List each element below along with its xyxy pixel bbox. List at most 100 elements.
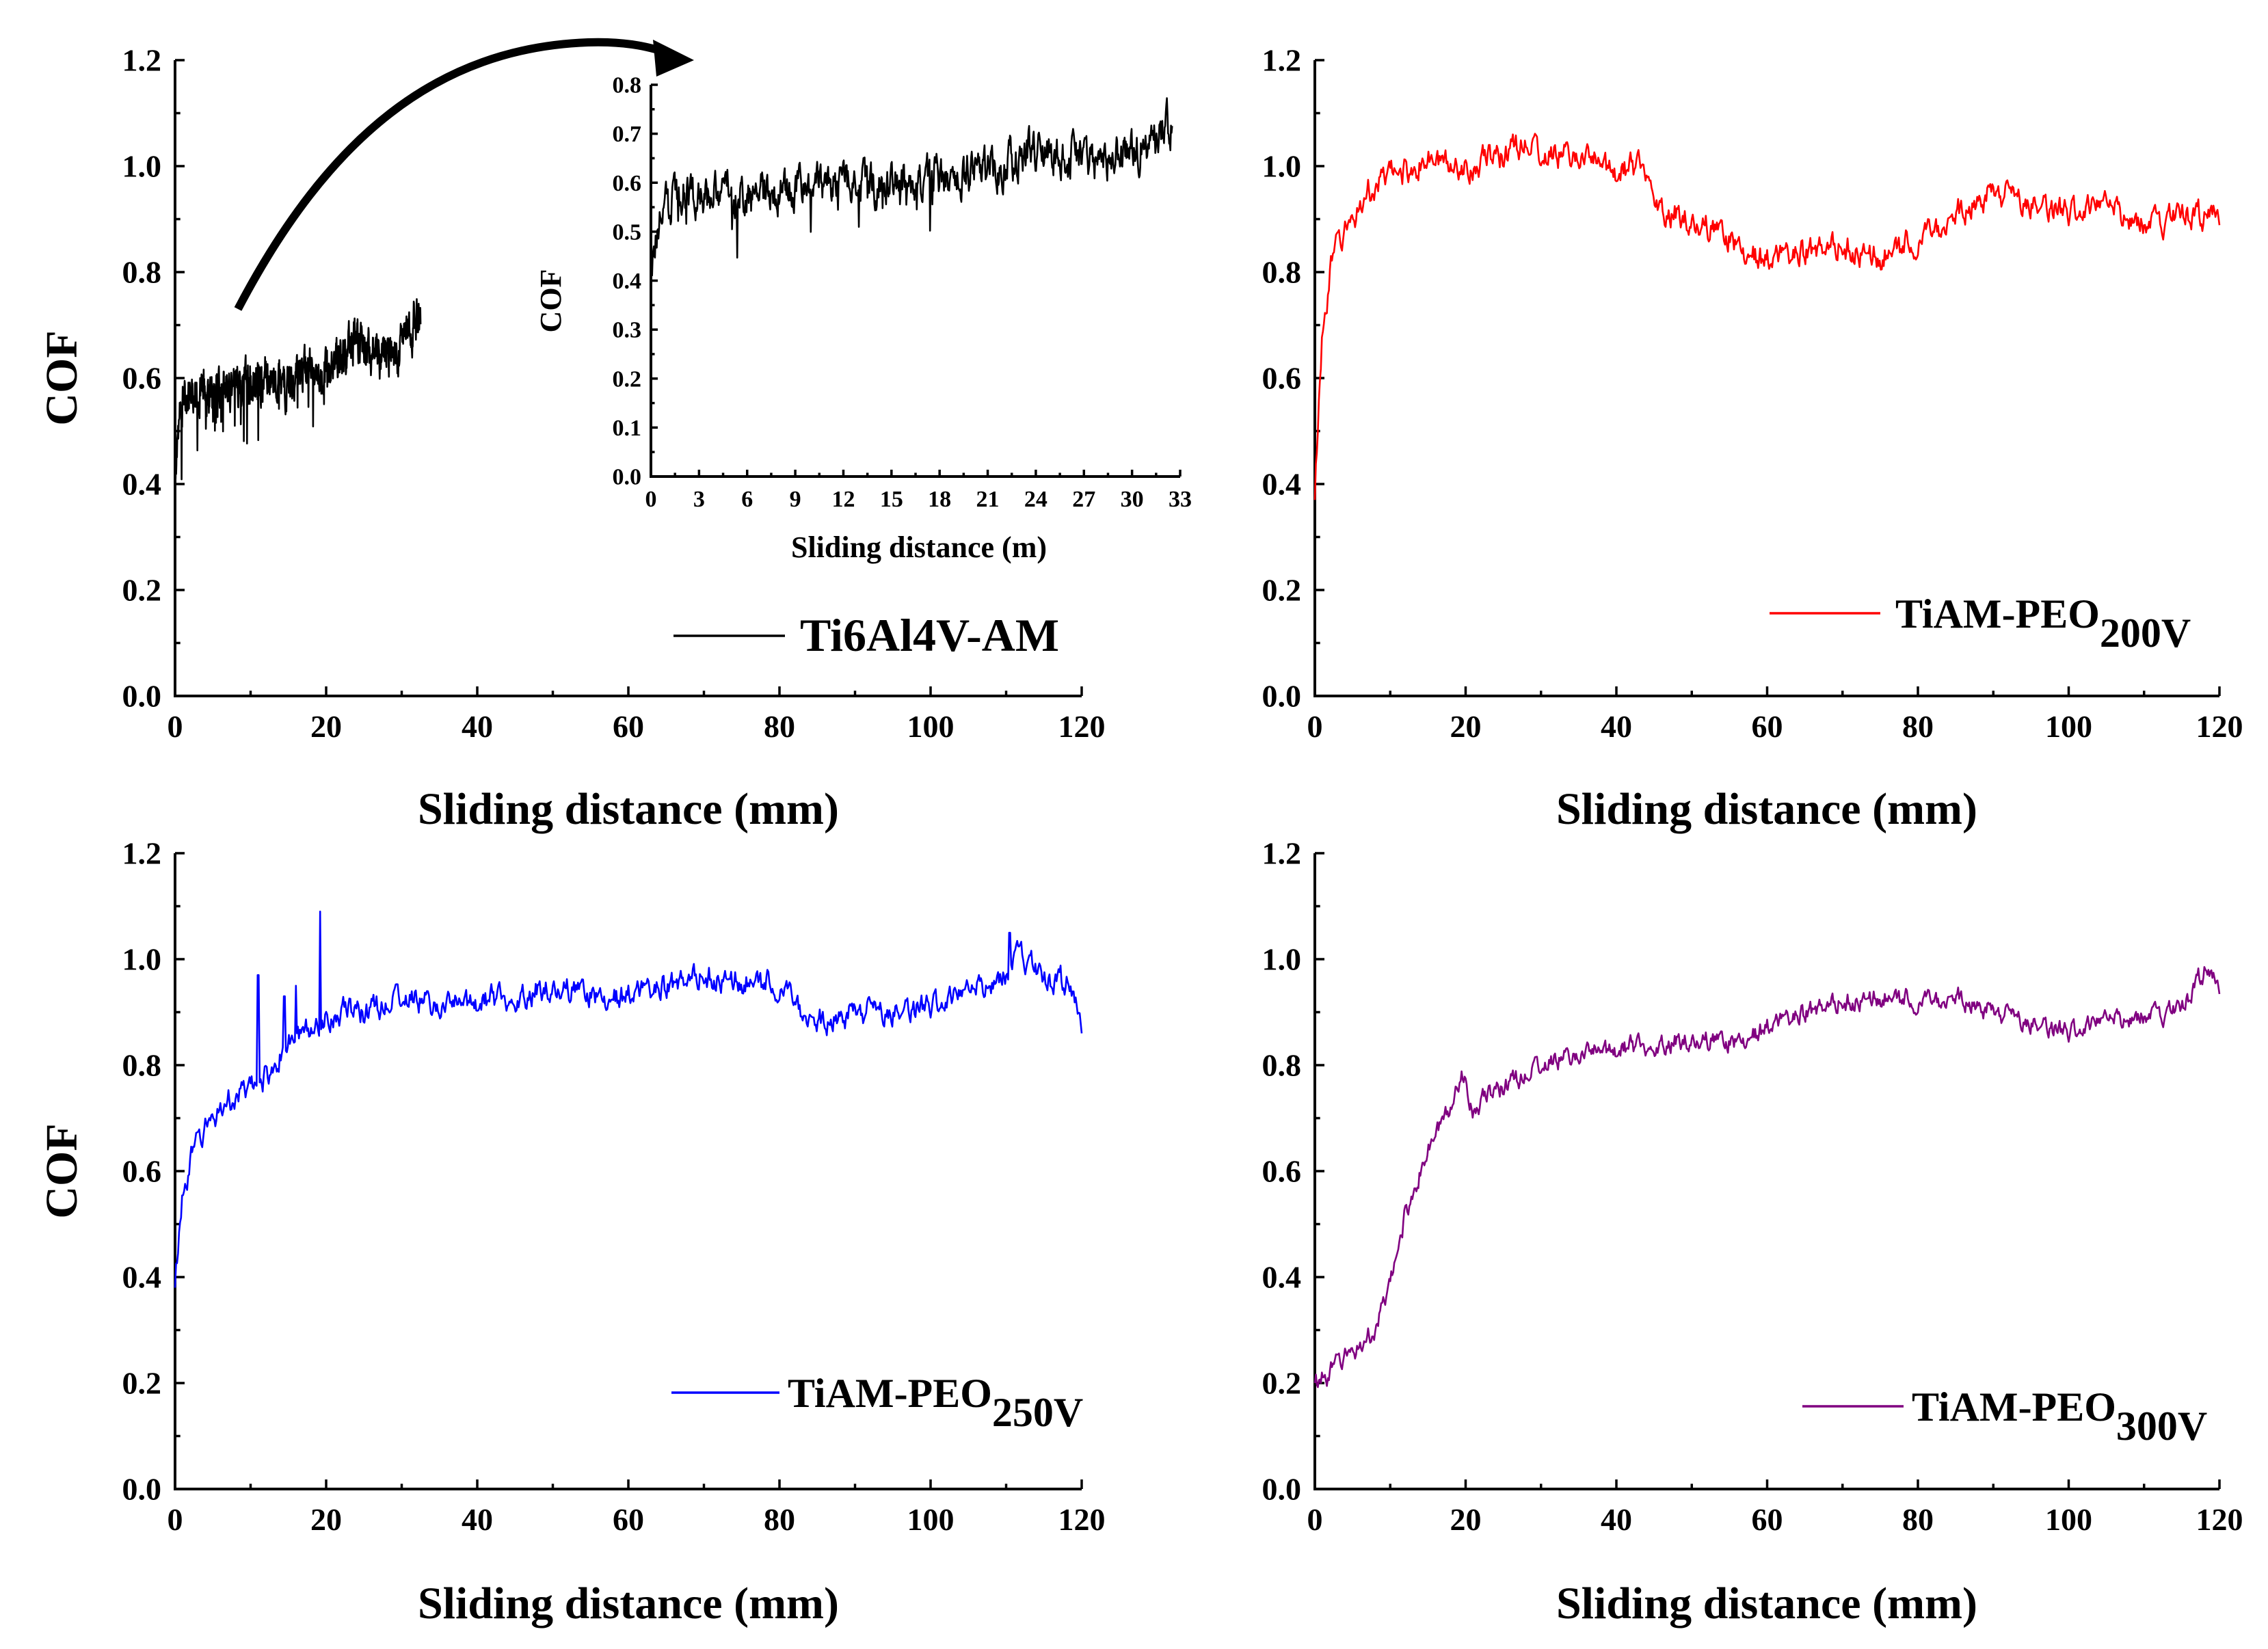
y-tick-label: 0.4: [122, 1260, 162, 1295]
x-tick-label: 60: [1752, 1502, 1783, 1537]
x-tick-label: 60: [613, 709, 644, 744]
x-tick-label: 80: [764, 1502, 795, 1537]
x-tick-label: 40: [1601, 1502, 1632, 1537]
x-tick-label: 40: [462, 709, 493, 744]
x-tick-label: 0: [1307, 1502, 1323, 1537]
x-axis-title: Sliding distance (mm): [1556, 1579, 1977, 1628]
x-tick-label: 20: [310, 709, 342, 744]
y-tick-label: 0.6: [122, 361, 162, 396]
y-tick-label: 0.8: [613, 73, 642, 98]
x-tick-label: 0: [1307, 709, 1323, 744]
x-tick-label: 80: [1902, 1502, 1934, 1537]
legend-label: TiAM-PEO200V: [1895, 591, 2191, 656]
x-ticks: 0 20 40 60 80 100 120: [1307, 686, 2243, 744]
x-tick-label: 18: [928, 487, 951, 512]
y-tick-label: 0.6: [1262, 361, 1302, 396]
x-tick-label: 20: [1450, 1502, 1482, 1537]
x-tick-label: 40: [1601, 709, 1632, 744]
y-tick-label: 1.0: [1262, 942, 1302, 977]
x-tick-label: 12: [831, 487, 855, 512]
x-tick-label: 100: [907, 1502, 955, 1537]
x-tick-label: 40: [462, 1502, 493, 1537]
y-tick-label: 1.2: [122, 836, 162, 871]
y-tick-label: 0.4: [1262, 1260, 1302, 1295]
x-tick-label: 20: [310, 1502, 342, 1537]
y-tick-label: 1.2: [1262, 43, 1302, 78]
x-axis-title: Sliding distance (mm): [418, 1579, 839, 1628]
y-tick-label: 1.0: [122, 149, 162, 184]
x-tick-label: 60: [1752, 709, 1783, 744]
y-ticks: 0.0 0.2 0.4 0.6 0.8 1.0 1.2: [1262, 43, 1324, 714]
y-tick-label: 0.2: [1262, 1366, 1302, 1401]
x-tick-label: 15: [880, 487, 903, 512]
y-tick-label: 0.2: [613, 366, 642, 392]
panel-peo300: 0.0 0.2 0.4 0.6 0.8 1.0 1.2 0 20 40 60 80 100 120 Sl…: [1262, 836, 2243, 1628]
y-tick-label: 0.2: [122, 573, 162, 608]
y-tick-label: 0.1: [613, 416, 642, 441]
x-axis-title: Sliding distance (mm): [418, 784, 839, 834]
series-line-ti6al4v: [174, 298, 422, 485]
x-tick-label: 9: [790, 487, 801, 512]
x-tick-label: 120: [1058, 1502, 1106, 1537]
zoom-arrow: [234, 38, 675, 311]
series-line-peo200: [1313, 133, 2221, 500]
y-tick-label: 1.0: [1262, 149, 1302, 184]
y-axis-title: COF: [37, 330, 87, 425]
x-tick-label: 80: [764, 709, 795, 744]
y-tick-label: 0.4: [1262, 467, 1302, 502]
inset-y-axis-title: COF: [534, 269, 568, 333]
x-tick-label: 80: [1902, 709, 1934, 744]
y-tick-label: 0.0: [1262, 1472, 1302, 1507]
x-tick-label: 120: [2196, 1502, 2243, 1537]
y-tick-label: 0.2: [122, 1366, 162, 1401]
y-tick-label: 0.8: [1262, 255, 1302, 290]
x-tick-label: 0: [645, 487, 657, 512]
inset-axis-frame: [650, 85, 1180, 478]
series-line-peo250: [174, 911, 1083, 1288]
x-tick-label: 21: [976, 487, 1000, 512]
y-tick-label: 0.2: [1262, 573, 1302, 608]
panel-peo250: 0.0 0.2 0.4 0.6 0.8 1.0 1.2 0 20 40 60 80 100 120 Sl…: [37, 836, 1106, 1628]
x-tick-label: 30: [1121, 487, 1144, 512]
y-tick-label: 0.6: [613, 171, 642, 196]
x-ticks: 0 20 40 60 80 100 120: [1307, 1479, 2243, 1537]
x-tick-label: 0: [168, 1502, 183, 1537]
y-tick-label: 0.8: [1262, 1048, 1302, 1083]
x-tick-label: 3: [693, 487, 705, 512]
inset-series-line: [650, 97, 1173, 281]
panel-ti6al4v: 0.0 0.2 0.4 0.6 0.8 1.0 1.2 0 20 40 60 80 100 120 Sl…: [37, 38, 1192, 834]
x-tick-label: 20: [1450, 709, 1482, 744]
legend-label: Ti6Al4V-AM: [800, 609, 1059, 661]
y-tick-label: 0.4: [613, 269, 642, 294]
y-tick-label: 0.3: [613, 318, 642, 343]
y-tick-label: 1.2: [1262, 836, 1302, 871]
y-ticks: 0.0 0.2 0.4 0.6 0.8 1.0 1.2: [1262, 836, 1324, 1507]
x-tick-label: 120: [2196, 709, 2243, 744]
y-tick-label: 0.6: [122, 1154, 162, 1189]
x-tick-label: 33: [1169, 487, 1192, 512]
x-ticks: 0 20 40 60 80 100 120: [168, 686, 1106, 744]
y-tick-label: 0.0: [122, 1472, 162, 1507]
y-tick-label: 0.7: [613, 122, 642, 147]
x-tick-label: 60: [613, 1502, 644, 1537]
y-tick-label: 0.0: [613, 465, 642, 490]
y-ticks: 0.0 0.2 0.4 0.6 0.8 1.0 1.2: [122, 43, 185, 714]
x-tick-label: 100: [907, 709, 955, 744]
inset-x-axis-title: Sliding distance (m): [791, 531, 1047, 564]
y-tick-label: 0.5: [613, 219, 642, 245]
x-ticks: 0 20 40 60 80 100 120: [168, 1479, 1106, 1537]
y-tick-label: 0.4: [122, 467, 162, 502]
x-axis-title: Sliding distance (mm): [1556, 784, 1977, 834]
inset-y-ticks: 0.0 0.1 0.2 0.3 0.4 0.5 0.6 0.7 0.8: [613, 73, 658, 490]
y-tick-label: 0.8: [122, 1048, 162, 1083]
x-tick-label: 24: [1024, 487, 1048, 512]
x-tick-label: 27: [1072, 487, 1095, 512]
legend-label: TiAM-PEO300V: [1912, 1384, 2207, 1449]
y-tick-label: 1.2: [122, 43, 162, 78]
x-tick-label: 100: [2045, 709, 2092, 744]
y-tick-label: 0.6: [1262, 1154, 1302, 1189]
x-tick-label: 120: [1058, 709, 1106, 744]
inset-chart: 0.0 0.1 0.2 0.3 0.4 0.5 0.6 0.7 0.8 0 3 6 9 12 15 18 21…: [534, 73, 1192, 564]
y-tick-label: 0.8: [122, 255, 162, 290]
series-line-peo300: [1313, 966, 2221, 1389]
